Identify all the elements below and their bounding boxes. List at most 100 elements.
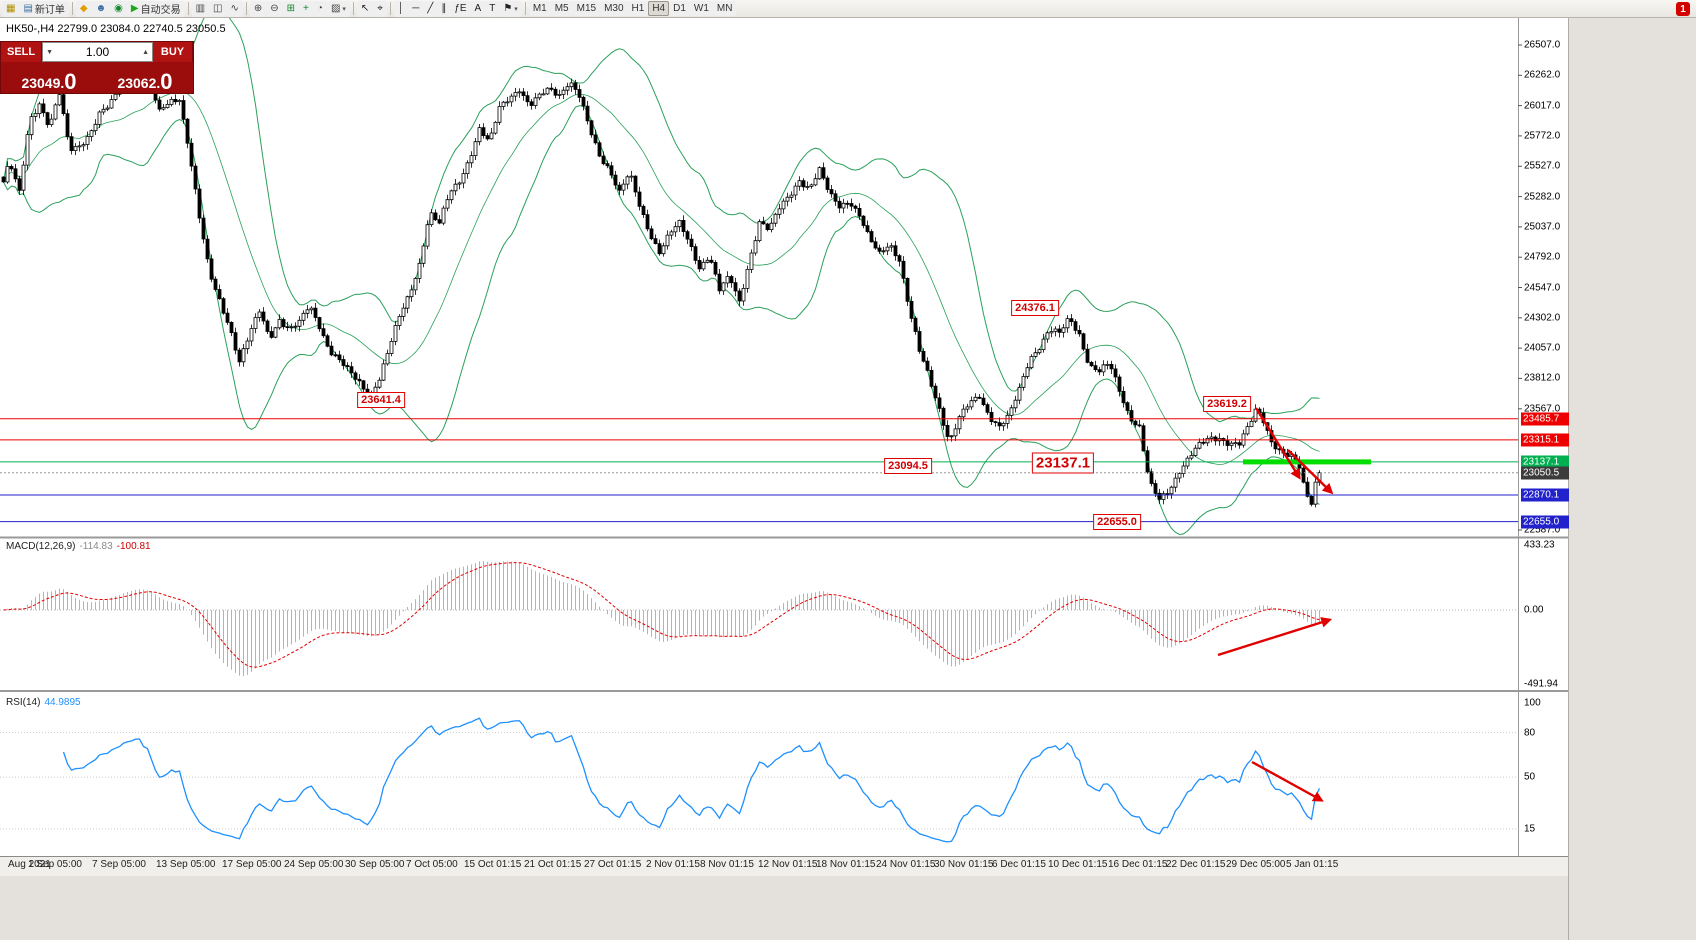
cursor-icon[interactable]: ↖: [356, 0, 374, 17]
sell-button[interactable]: SELL: [1, 42, 43, 62]
chart-window-background: [0, 18, 1568, 876]
toolbar-separator: [187, 2, 189, 15]
rsi-indicator-panel[interactable]: [0, 717, 1518, 843]
volume-value[interactable]: 1.00: [85, 45, 110, 59]
main-price-chart[interactable]: [1, 5, 1322, 536]
community-icon[interactable]: ◉: [110, 0, 127, 17]
chart-title: HK50-,H4 22799.0 23084.0 22740.5 23050.5: [6, 23, 226, 35]
zoom-out-icon[interactable]: ⊖: [266, 0, 283, 17]
timeframe-m1[interactable]: M1: [528, 1, 551, 16]
metaeditor-icon[interactable]: ◆: [75, 0, 92, 17]
autotrading-button[interactable]: ▶ 自动交易: [126, 0, 185, 17]
channel-icon[interactable]: ∥: [437, 0, 451, 17]
alert-badge-icon[interactable]: 1: [1676, 2, 1690, 16]
metaeditor-icon: ◆: [79, 2, 88, 14]
zoom-in-icon[interactable]: ⊕: [249, 0, 267, 17]
macd-histogram: [7, 561, 1320, 676]
trendline-icon[interactable]: ╱: [423, 0, 438, 17]
candlestick-chart-icon[interactable]: ◫: [209, 0, 227, 17]
market-icon: ☻: [95, 2, 107, 14]
shapes-icon[interactable]: ⚑ ▾: [499, 0, 522, 17]
macd-signal-value: -100.81: [116, 541, 151, 552]
label-icon[interactable]: T: [485, 0, 500, 17]
candlestick-chart-icon: ◫: [213, 2, 223, 14]
channel-icon: ∥: [441, 2, 447, 14]
red-arrow-2[interactable]: [1287, 449, 1334, 495]
label-icon: T: [489, 2, 496, 14]
price-axis[interactable]: [1518, 18, 1568, 856]
trade-buttons-row: SELL ▼ 1.00 ▲ BUY: [1, 42, 193, 62]
timeframe-m5[interactable]: M5: [550, 1, 573, 16]
volume-decrease-icon[interactable]: ▼: [46, 48, 54, 56]
bar-chart-icon[interactable]: ▥: [191, 0, 210, 17]
vertical-line-icon[interactable]: │: [393, 0, 409, 17]
timeframe-mn[interactable]: MN: [712, 1, 737, 16]
autotrading-button-label: 自动交易: [140, 5, 181, 16]
line-chart-icon: ∿: [230, 2, 239, 14]
rsi-name: RSI(14): [6, 697, 41, 708]
bid-main: 23049.: [21, 75, 65, 91]
crosshair-icon: ⌖: [377, 2, 383, 14]
timeframe-w1[interactable]: W1: [689, 1, 713, 16]
timeframe-m15[interactable]: M15: [572, 1, 601, 16]
autotrading-button: ▶: [130, 2, 139, 14]
bar-chart-icon: ▥: [195, 2, 206, 14]
fibonacci-icon[interactable]: ƒE: [450, 0, 471, 17]
timeframe-m30[interactable]: M30: [600, 1, 628, 16]
rsi-line: [62, 717, 1321, 843]
new-order-button-label: 新订单: [34, 5, 65, 16]
horizontal-line-icon[interactable]: ─: [408, 0, 424, 17]
red-arrow-1[interactable]: [1254, 407, 1301, 480]
red-arrow-4[interactable]: [1251, 760, 1324, 802]
rsi-label: RSI(14) 44.9895: [6, 697, 81, 708]
trendline-icon: ╱: [427, 2, 434, 14]
bid-price[interactable]: 23049. 0: [1, 62, 97, 93]
red-arrow-3[interactable]: [1217, 617, 1333, 657]
ask-big-digit: 0: [160, 69, 173, 94]
timeframe-d1[interactable]: D1: [669, 1, 690, 16]
new-order-button[interactable]: ▤ 新订单: [19, 0, 69, 17]
ask-main: 23062.: [117, 75, 161, 91]
buy-button[interactable]: BUY: [153, 42, 193, 62]
support-zone-bar[interactable]: [1243, 459, 1371, 465]
templates-icon: ▨: [330, 2, 341, 14]
rsi-value: 44.9895: [44, 697, 81, 708]
timeframe-h1[interactable]: H1: [627, 1, 649, 16]
market-icon[interactable]: ☻: [91, 0, 111, 17]
timeframe-h4[interactable]: H4: [648, 1, 670, 16]
fibonacci-icon: ƒE: [454, 2, 467, 14]
toolbar-separator: [352, 2, 354, 15]
macd-signal-line: [3, 562, 1320, 668]
shapes-icon: ⚑: [503, 2, 513, 14]
periods-icon: ◔: [316, 2, 323, 14]
new-chart-icon: ▦: [6, 2, 16, 14]
tile-windows-icon[interactable]: ⊞: [282, 0, 300, 17]
horizontal-line-icon: ─: [412, 2, 420, 14]
new-order-button: ▤: [23, 2, 33, 14]
text-icon[interactable]: A: [470, 0, 486, 17]
toolbar-separator: [524, 2, 526, 15]
new-chart-icon[interactable]: ▦: [2, 0, 20, 17]
line-chart-icon[interactable]: ∿: [226, 0, 243, 17]
toolbar-separator: [245, 2, 247, 15]
time-axis[interactable]: [0, 856, 1568, 876]
chevron-down-icon[interactable]: ▾: [514, 5, 518, 13]
indicators-icon[interactable]: +: [299, 0, 313, 17]
toolbar: ▦ ▤ 新订单 ◆ ☻ ◉ ▶ 自动交易 ▥ ◫ ∿ ⊕ ⊖ ⊞ + ◔ ▨ ▾ ↖ ⌖ │ ─ ╱ ∥ ƒE A T ⚑ ▾ M1 M5 M…: [0, 0, 1696, 18]
macd-indicator-panel[interactable]: [0, 561, 1518, 676]
toolbar-separator: [71, 2, 73, 15]
macd-label: MACD(12,26,9) -114.83 -100.81: [6, 541, 151, 552]
community-icon: ◉: [114, 2, 123, 14]
volume-increase-icon[interactable]: ▲: [142, 48, 149, 56]
macd-name: MACD(12,26,9): [6, 541, 76, 552]
cursor-icon: ↖: [360, 2, 370, 14]
chevron-down-icon[interactable]: ▾: [342, 5, 346, 13]
templates-icon[interactable]: ▨ ▾: [326, 0, 350, 17]
ask-price[interactable]: 23062. 0: [97, 62, 193, 93]
volume-input[interactable]: ▼ 1.00 ▲: [42, 42, 153, 62]
periods-icon[interactable]: ◔: [312, 0, 327, 17]
crosshair-icon[interactable]: ⌖: [373, 0, 387, 17]
one-click-trading-panel: SELL ▼ 1.00 ▲ BUY 23049. 0 23062. 0: [0, 41, 194, 94]
